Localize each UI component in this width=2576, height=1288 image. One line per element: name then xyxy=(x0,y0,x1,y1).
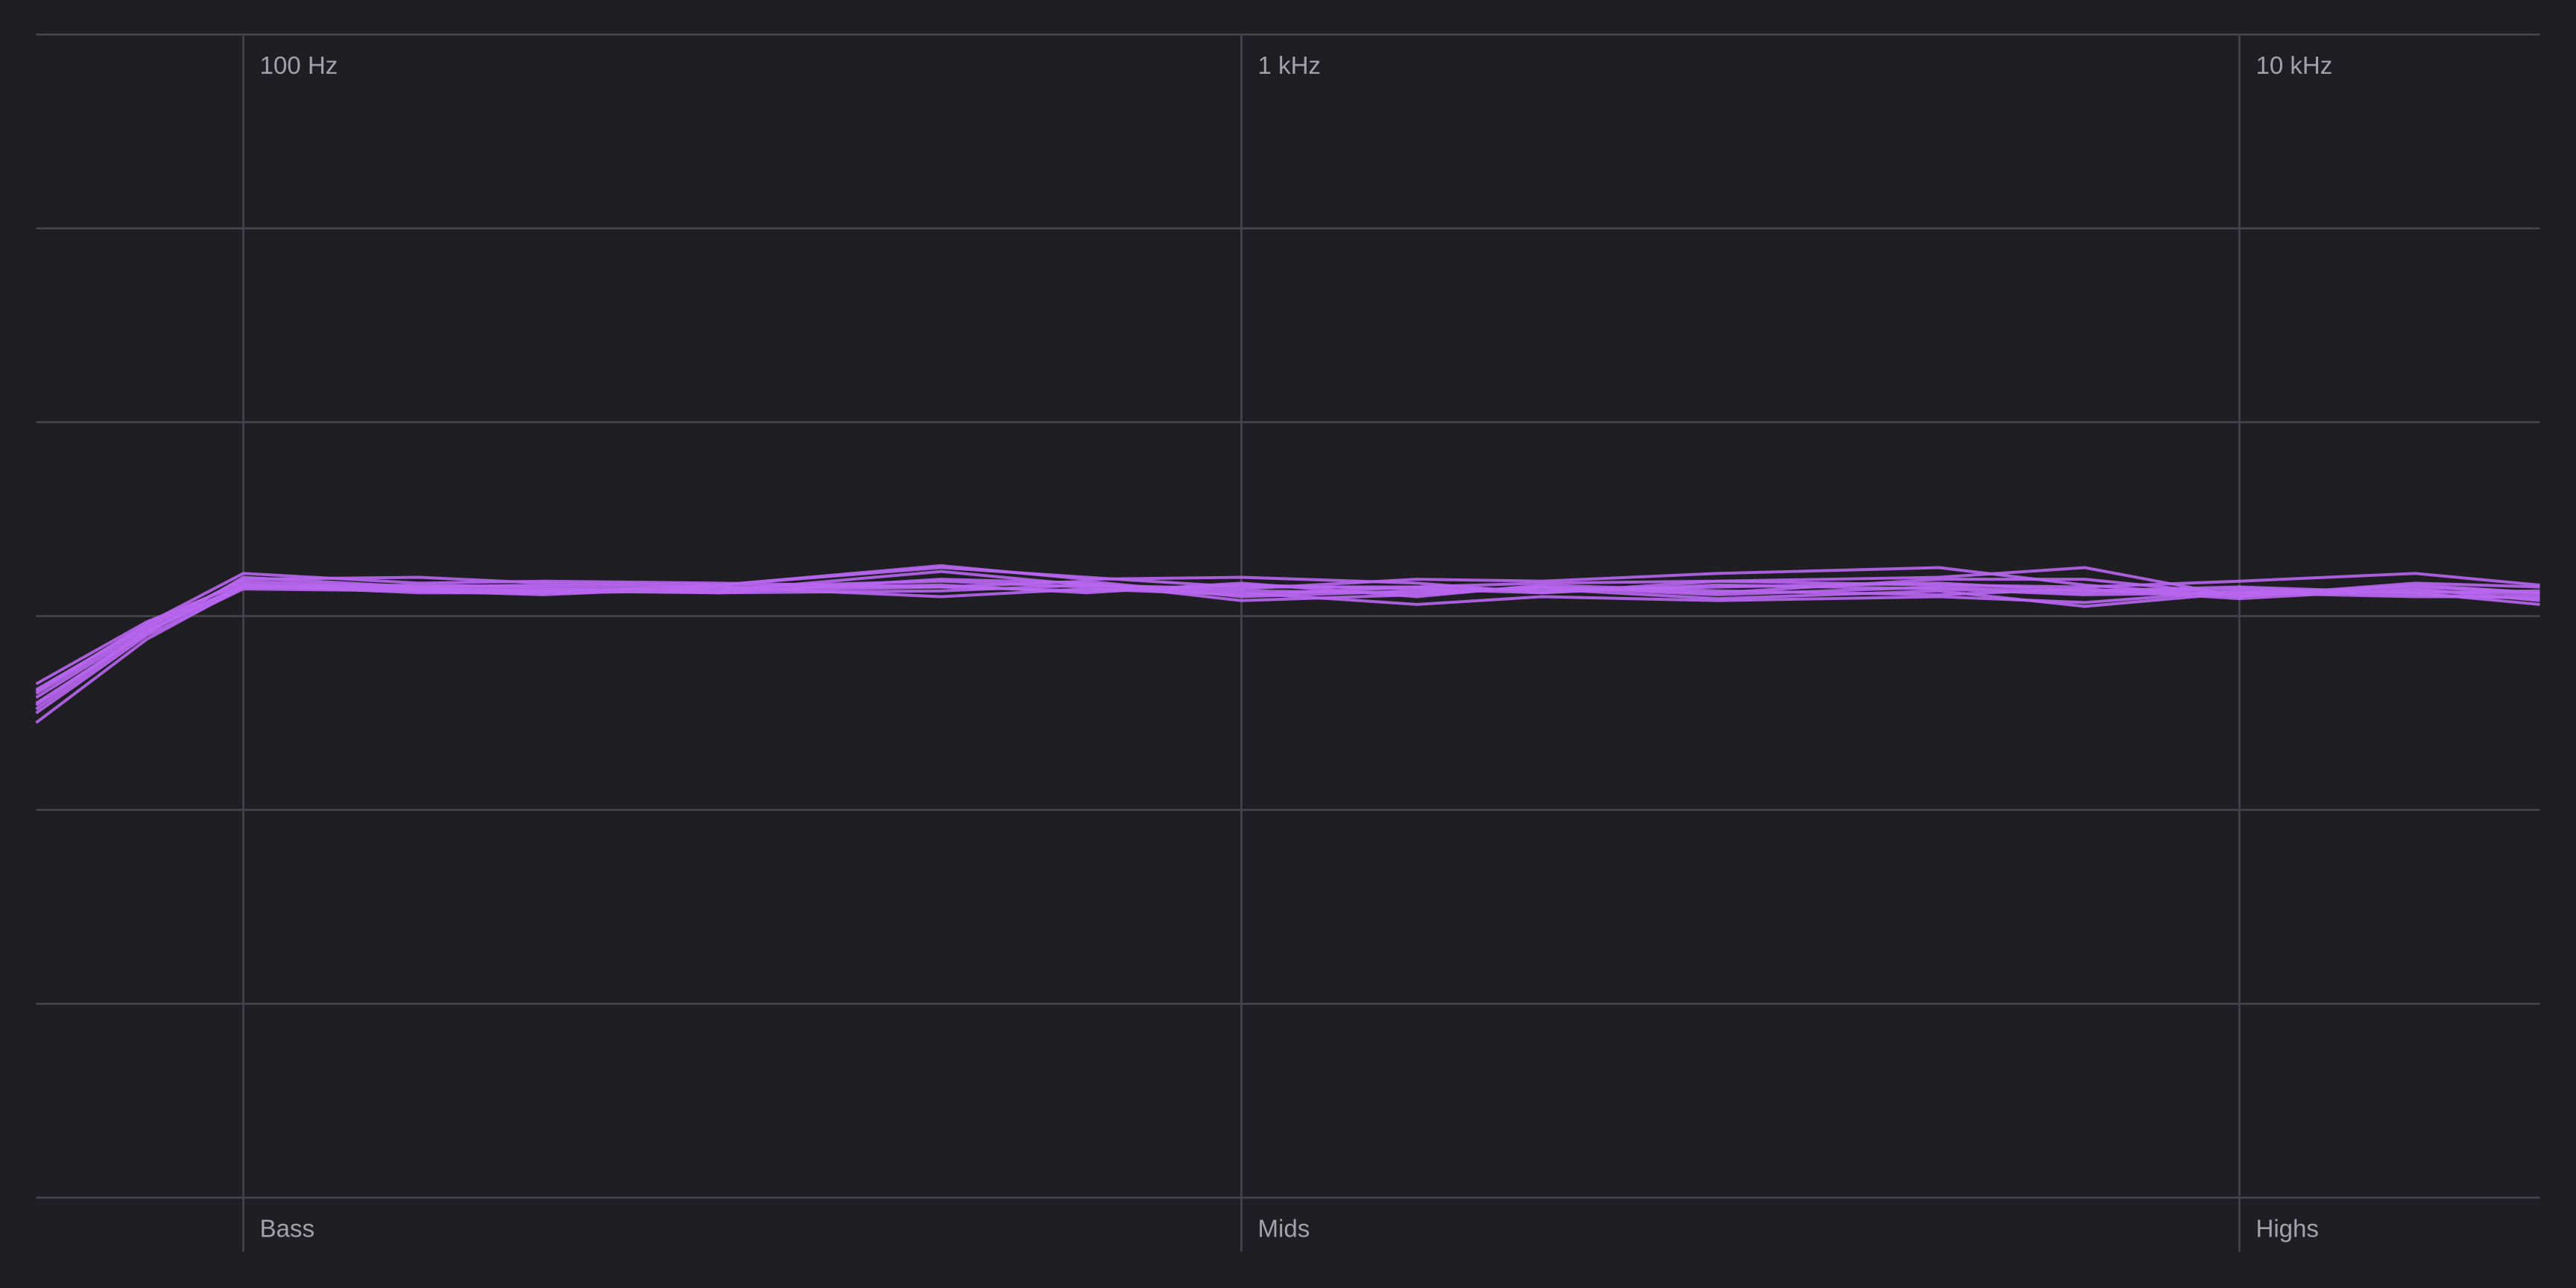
band-label: Bass xyxy=(260,1216,315,1243)
band-label: Highs xyxy=(2255,1216,2319,1243)
band-label: Mids xyxy=(1257,1216,1310,1243)
response-curve xyxy=(35,579,2540,715)
x-tick-label: 1 kHz xyxy=(1257,52,1320,80)
x-tick-label: 100 Hz xyxy=(260,52,338,80)
response-curve xyxy=(35,578,2540,707)
x-tick-label: 10 kHz xyxy=(2255,52,2332,80)
response-curve xyxy=(35,572,2540,693)
